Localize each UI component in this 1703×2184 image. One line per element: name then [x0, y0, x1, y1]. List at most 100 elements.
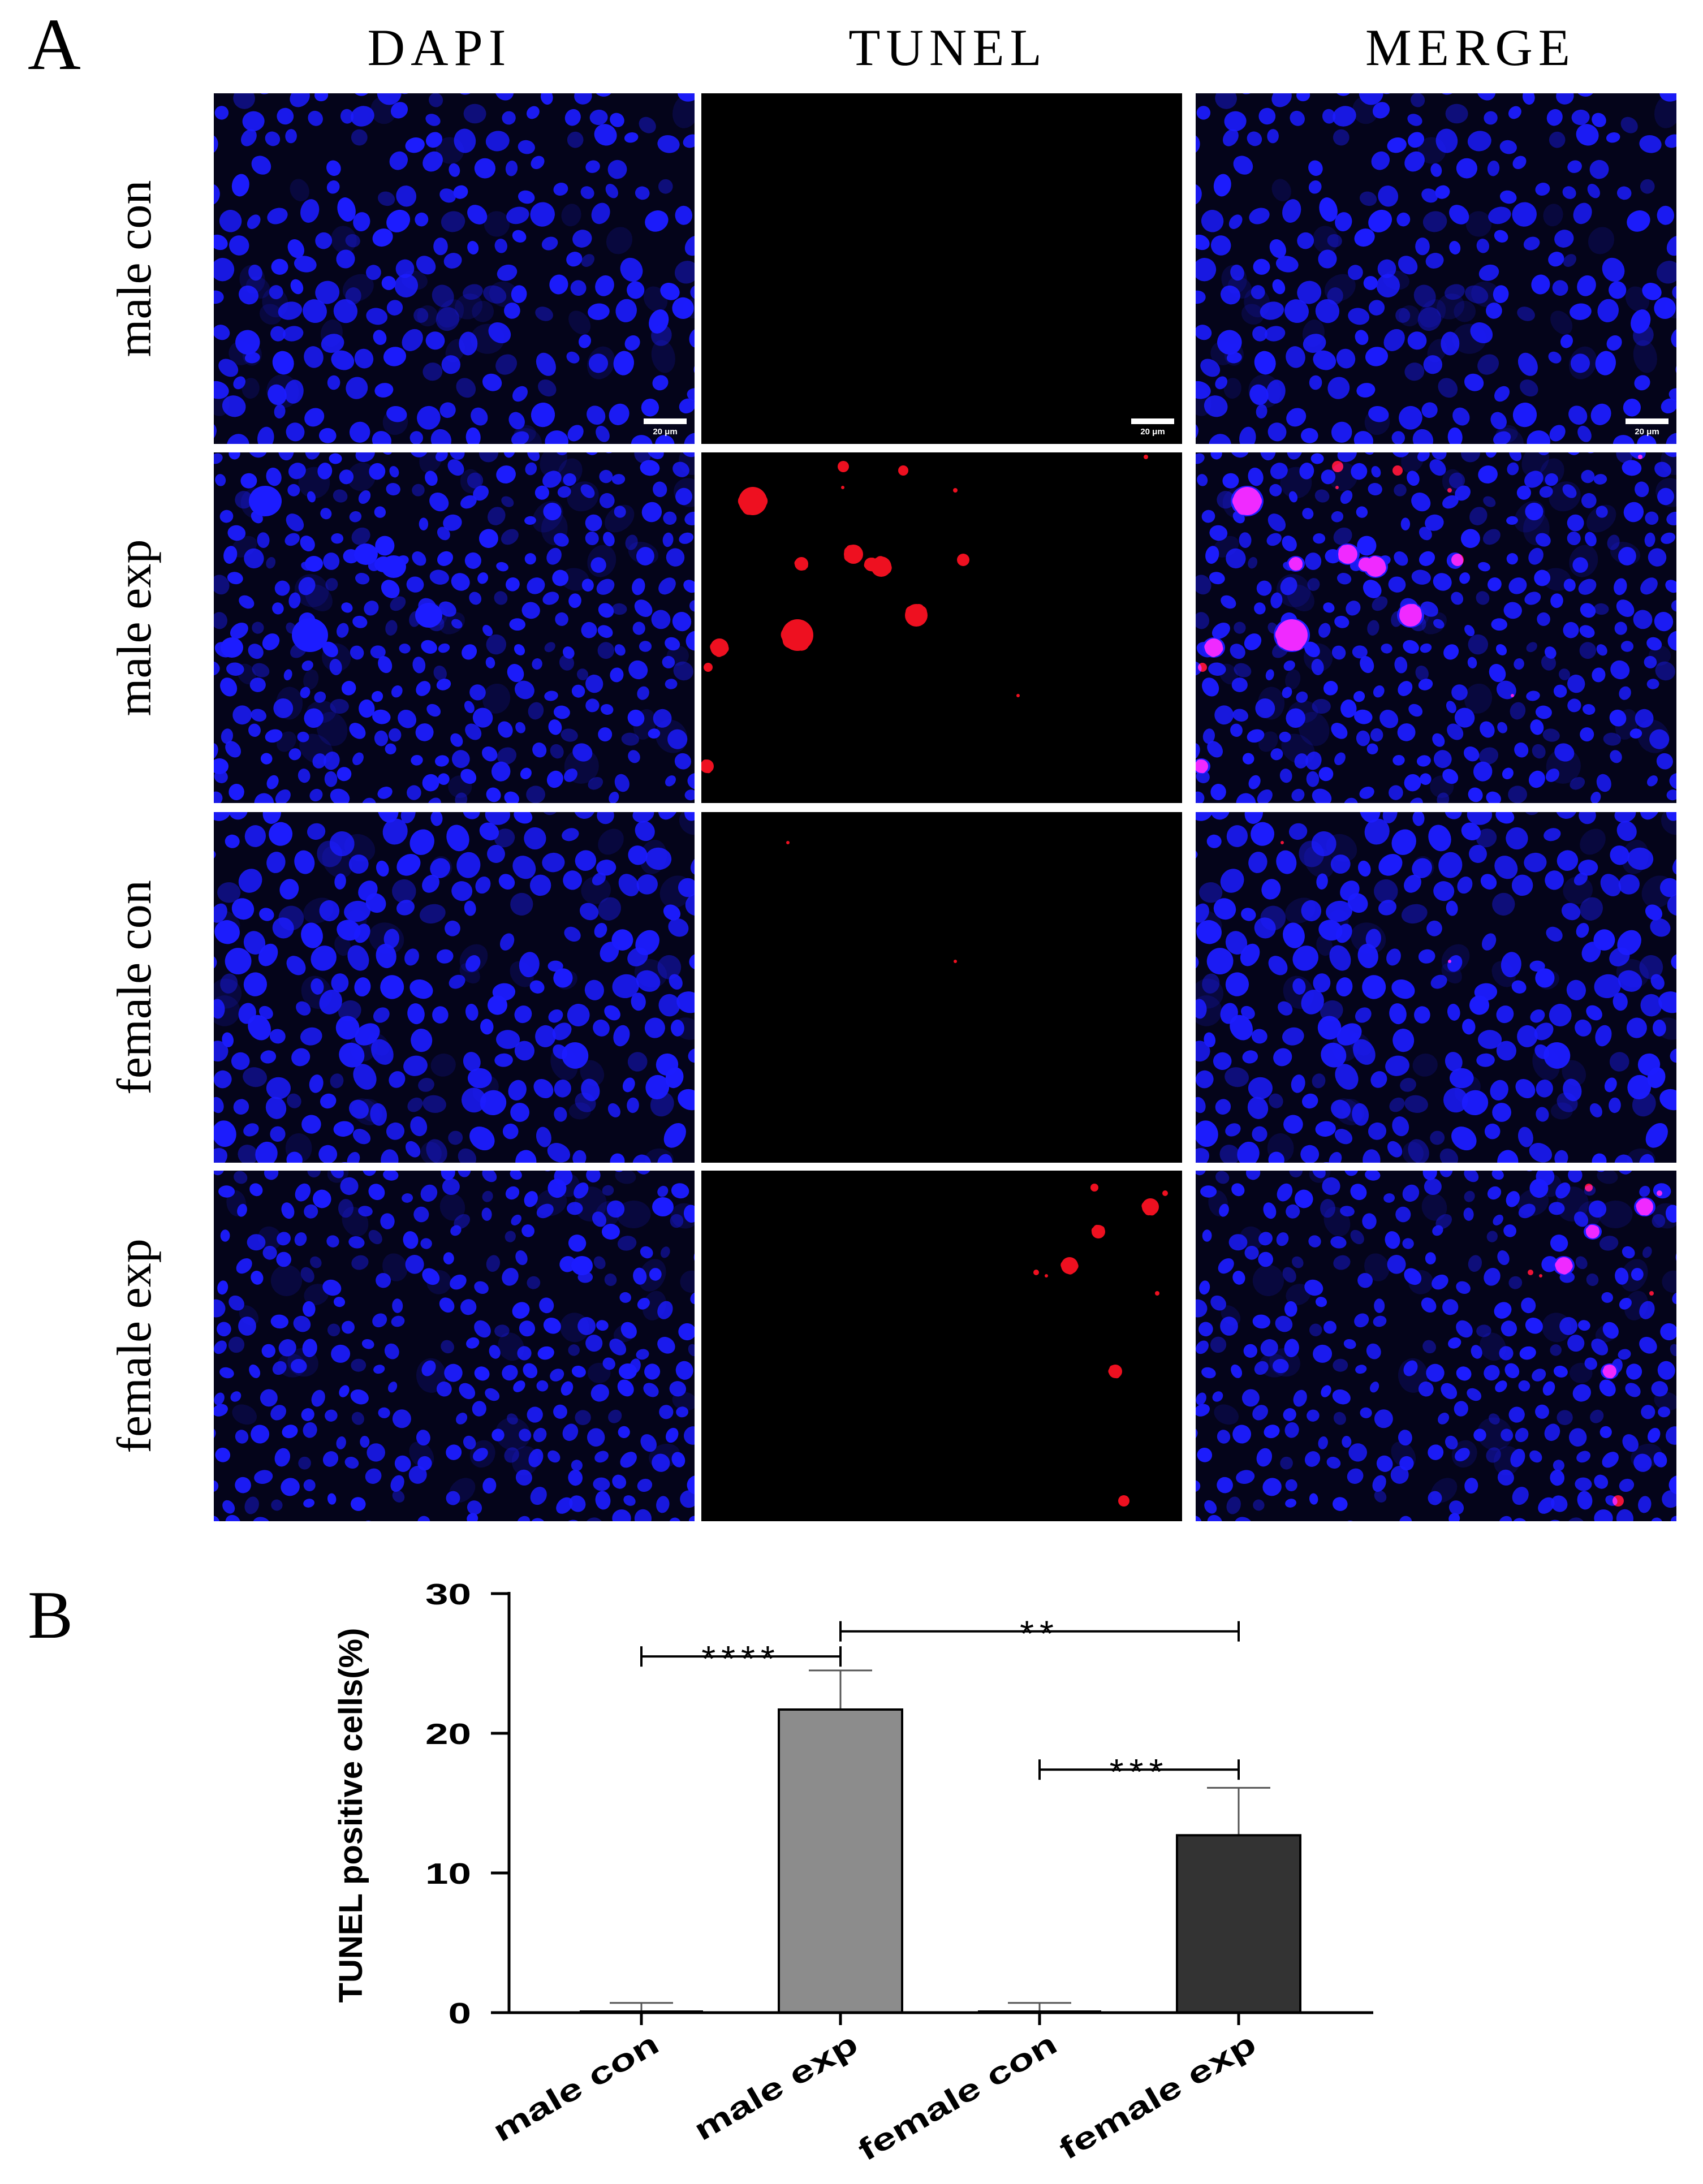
nucleus [1449, 1068, 1474, 1089]
nucleus [1432, 733, 1445, 747]
nucleus [1530, 1009, 1545, 1023]
nucleus [1616, 186, 1632, 200]
nucleus [1398, 681, 1413, 696]
nucleus [662, 655, 675, 668]
nucleus [374, 383, 394, 398]
nucleus [367, 1443, 385, 1462]
nucleus [1478, 1030, 1502, 1049]
nucleus [1595, 351, 1616, 375]
nucleus [310, 1256, 322, 1268]
row-label-female-exp: female exp [107, 1238, 161, 1453]
nucleus [218, 1185, 235, 1198]
nucleus [657, 135, 680, 153]
nucleus [1589, 1103, 1602, 1117]
nucleus [254, 793, 274, 803]
nucleus [1245, 1171, 1261, 1180]
nucleus [1304, 641, 1320, 658]
nucleus [1567, 674, 1585, 693]
tunel-positive-signal [753, 494, 768, 508]
nucleus [272, 602, 284, 615]
nucleus [1496, 1005, 1514, 1024]
nucleus [214, 325, 230, 340]
nucleus [1539, 486, 1553, 498]
nucleus [564, 926, 581, 942]
nucleus [1445, 812, 1462, 819]
nucleus [363, 1171, 377, 1176]
nucleus [291, 1358, 307, 1374]
scale-bar-line [644, 418, 687, 424]
nucleus [1614, 1154, 1633, 1163]
nucleus [1400, 517, 1411, 531]
dapi-nuclei [214, 812, 695, 1163]
nucleus [1215, 376, 1228, 390]
nucleus [432, 1006, 449, 1024]
nucleus [1419, 551, 1435, 566]
nucleus [585, 674, 603, 693]
nucleus [1557, 1410, 1573, 1425]
nucleus [351, 527, 370, 545]
nucleus [346, 377, 368, 399]
nucleus [1577, 275, 1596, 296]
nucleus [354, 348, 374, 369]
nucleus [668, 918, 689, 937]
micrograph-image [701, 1171, 1182, 1521]
nucleus [1343, 1339, 1356, 1349]
column-header-merge: MERGE [1365, 19, 1576, 76]
nucleus [267, 208, 288, 225]
nucleus [218, 359, 239, 377]
nucleus [227, 434, 249, 444]
nucleus [634, 599, 653, 617]
nucleus [1654, 611, 1674, 632]
nucleus [1494, 230, 1508, 243]
nucleus [265, 729, 283, 743]
nucleus [1545, 646, 1557, 659]
nucleus [383, 347, 407, 366]
nucleus [1512, 156, 1527, 169]
nucleus [478, 452, 499, 463]
nucleus [1299, 840, 1325, 867]
nucleus [1331, 723, 1348, 739]
nucleus [1570, 353, 1590, 373]
nucleus [1593, 474, 1607, 485]
micrograph-dapi-female-exp [214, 1171, 695, 1521]
nucleus [456, 1413, 468, 1425]
nucleus [633, 1267, 647, 1285]
nucleus [1391, 979, 1415, 999]
nucleus [1378, 185, 1399, 207]
significance-label: **** [701, 1638, 781, 1679]
nucleus [602, 1185, 614, 1196]
nucleus [1553, 1365, 1568, 1378]
nucleus [524, 553, 536, 565]
nucleus [1582, 704, 1596, 715]
nucleus [467, 205, 488, 225]
micrograph-dapi-male-con: 20 μm [214, 93, 695, 444]
tunel-positive-signal [786, 841, 790, 844]
nucleus [281, 1478, 300, 1496]
nucleus [1399, 305, 1420, 327]
nucleus [1220, 285, 1241, 305]
nucleus [1420, 643, 1432, 653]
nucleus [1456, 1281, 1471, 1294]
nucleus [330, 788, 350, 803]
nucleus [524, 827, 546, 850]
nucleus [1633, 1453, 1652, 1472]
nucleus [1622, 1434, 1639, 1452]
nucleus [1399, 405, 1422, 430]
nucleus [271, 258, 288, 275]
nucleus [1517, 1126, 1533, 1147]
micrograph-image [214, 452, 695, 803]
nucleus [1647, 1067, 1666, 1089]
nucleus [1459, 572, 1471, 584]
nucleus [1607, 534, 1620, 550]
nucleus [660, 1246, 670, 1258]
nucleus [1507, 462, 1519, 476]
nucleus [412, 657, 426, 674]
nucleus [425, 331, 445, 350]
nucleus [1284, 1422, 1299, 1438]
nucleus [1495, 644, 1507, 655]
nucleus [1503, 1224, 1516, 1237]
nucleus [349, 1099, 369, 1119]
nucleus [540, 93, 553, 105]
nucleus [666, 548, 685, 567]
nucleus [1335, 923, 1352, 943]
